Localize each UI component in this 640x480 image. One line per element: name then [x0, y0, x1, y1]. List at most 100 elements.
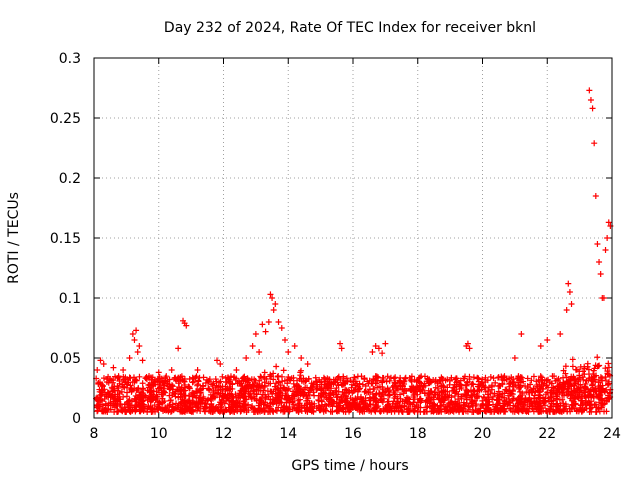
baseline-point	[297, 372, 304, 379]
baseline-point	[477, 381, 484, 388]
baseline-point	[430, 394, 437, 401]
baseline-point	[265, 393, 272, 400]
baseline-point	[485, 384, 492, 391]
baseline-point	[123, 393, 130, 400]
baseline-point	[528, 377, 535, 384]
baseline-point	[278, 373, 285, 380]
baseline-point	[483, 405, 490, 412]
baseline-point	[560, 392, 567, 399]
baseline-point	[470, 387, 477, 394]
baseline-point	[460, 408, 467, 415]
baseline-point	[139, 380, 146, 387]
baseline-point	[372, 397, 379, 404]
baseline-point	[316, 376, 323, 383]
baseline-point	[156, 399, 163, 406]
baseline-point	[334, 393, 341, 400]
baseline-point	[178, 400, 185, 407]
baseline-point	[182, 392, 189, 399]
baseline-point	[192, 403, 199, 410]
baseline-point	[455, 391, 462, 398]
baseline-point	[537, 373, 544, 380]
data-point	[168, 367, 175, 373]
baseline-point	[138, 404, 145, 411]
baseline-point	[564, 408, 571, 415]
baseline-point	[203, 376, 210, 383]
baseline-point	[370, 376, 377, 383]
baseline-point	[310, 389, 317, 396]
data-point	[594, 241, 601, 247]
data-point	[375, 345, 382, 352]
baseline-point	[592, 401, 599, 408]
y-tick-label: 0.25	[50, 111, 81, 127]
baseline-point	[479, 397, 486, 404]
x-tick-label: 12	[215, 426, 233, 442]
baseline-point	[390, 375, 397, 382]
baseline-point	[588, 408, 595, 415]
baseline-point	[562, 363, 569, 370]
data-point	[537, 343, 544, 349]
data-point	[183, 322, 190, 329]
baseline-point	[252, 395, 259, 402]
baseline-point	[306, 401, 313, 408]
data-point	[155, 369, 162, 376]
baseline-point	[148, 408, 155, 415]
baseline-point	[283, 387, 290, 394]
data-point	[267, 291, 274, 298]
baseline-point	[95, 397, 102, 404]
baseline-point	[157, 378, 164, 385]
baseline-point	[114, 387, 121, 394]
baseline-point	[262, 399, 269, 406]
baseline-point	[401, 400, 408, 407]
baseline-point	[261, 375, 268, 382]
baseline-point	[397, 382, 404, 389]
data-point	[243, 355, 250, 361]
baseline-point	[590, 367, 597, 374]
data-point	[256, 349, 263, 355]
baseline-point	[309, 383, 316, 390]
x-tick-label: 24	[603, 426, 621, 442]
baseline-point	[469, 398, 476, 405]
y-tick-label: 0.05	[50, 351, 81, 367]
baseline-point	[588, 377, 595, 384]
baseline-point	[348, 384, 355, 391]
baseline-point	[175, 402, 182, 409]
baseline-point	[599, 397, 606, 404]
baseline-point	[495, 388, 502, 395]
baseline-point	[495, 374, 502, 381]
baseline-point	[210, 380, 217, 387]
baseline-point	[158, 405, 165, 412]
baseline-point	[229, 380, 236, 387]
baseline-point	[499, 390, 506, 397]
data-point	[298, 355, 305, 361]
baseline-point	[269, 407, 276, 414]
baseline-point	[527, 387, 534, 394]
baseline-point	[585, 394, 592, 401]
baseline-point	[226, 386, 233, 393]
baseline-point	[315, 402, 322, 409]
baseline-point	[354, 373, 361, 380]
baseline-point	[94, 408, 101, 415]
baseline-point	[583, 405, 590, 412]
baseline-point	[136, 373, 143, 380]
baseline-point	[181, 381, 188, 388]
baseline-point	[525, 408, 532, 415]
baseline-point	[193, 394, 200, 401]
baseline-point	[325, 384, 332, 391]
baseline-point	[231, 374, 238, 381]
baseline-point	[277, 398, 284, 405]
baseline-point	[301, 402, 308, 409]
baseline-point	[182, 399, 189, 406]
baseline-point	[462, 386, 469, 393]
baseline-point	[347, 377, 354, 384]
baseline-point	[256, 397, 263, 404]
baseline-point	[498, 373, 505, 380]
baseline-point	[539, 405, 546, 412]
baseline-point	[605, 392, 612, 399]
baseline-point	[258, 374, 265, 381]
baseline-point	[553, 401, 560, 408]
baseline-point	[375, 374, 382, 381]
baseline-point	[520, 403, 527, 410]
baseline-point	[601, 388, 608, 395]
baseline-point	[519, 408, 526, 415]
baseline-point	[582, 384, 589, 391]
